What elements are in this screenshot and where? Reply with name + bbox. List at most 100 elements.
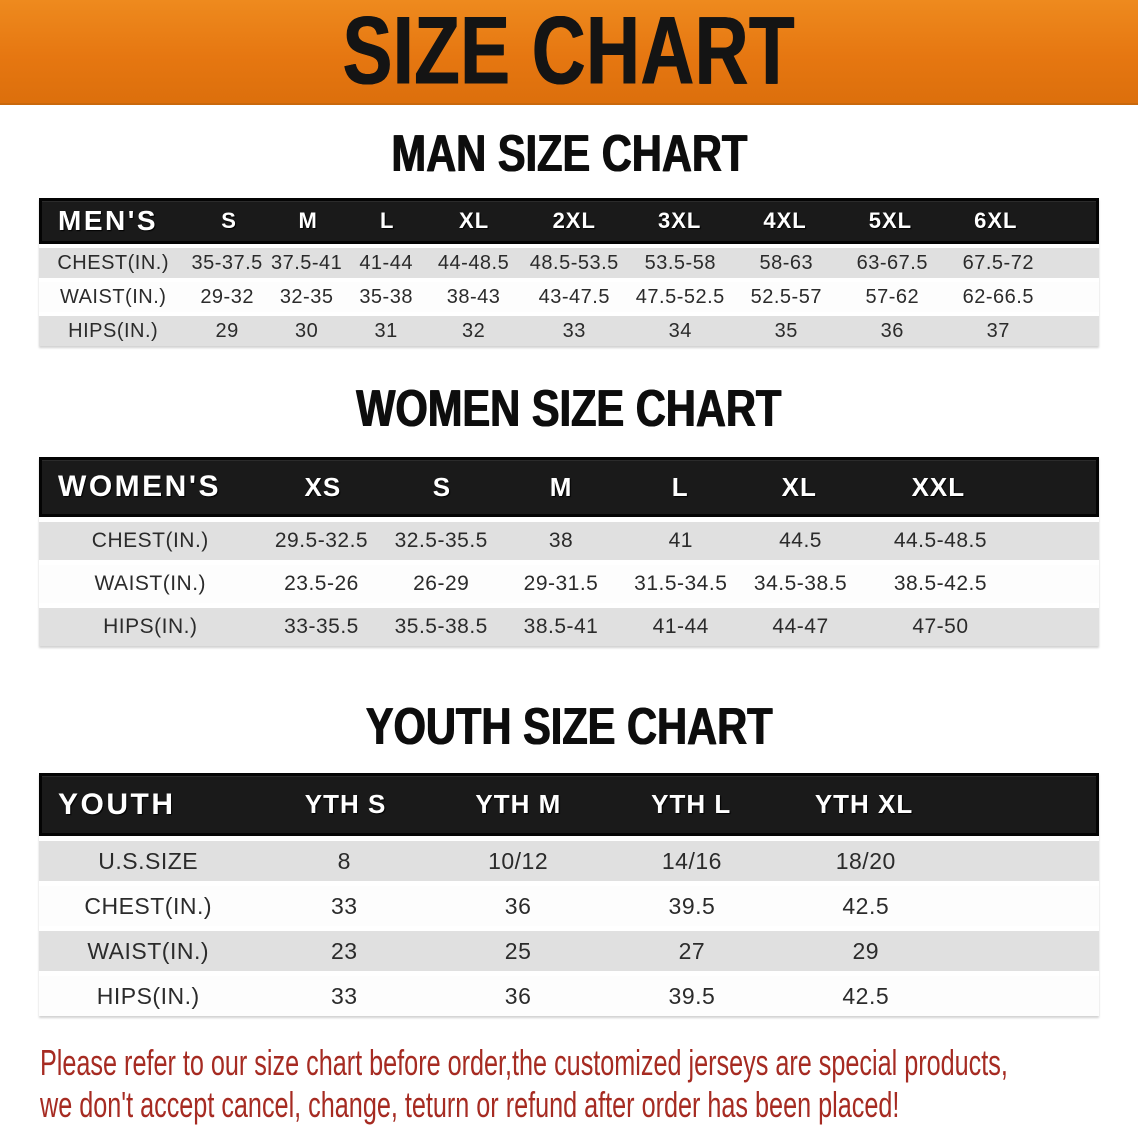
value-cell: 35.5-38.5 — [394, 615, 488, 638]
footer-line-2: we don't accept cancel, change, teturn o… — [40, 1084, 900, 1125]
value-cell: 29.5-32.5 — [274, 529, 369, 552]
value-cell: 43-47.5 — [538, 285, 610, 308]
size-column-header: 6XL — [974, 208, 1018, 233]
value-cell: 42.5 — [842, 982, 890, 1009]
table-corner-label: YOUTH — [58, 787, 176, 821]
value-cell: 44.5-48.5 — [893, 529, 988, 552]
row-label: HIPS(IN.) — [103, 615, 198, 638]
value-cell: 63-67.5 — [856, 251, 928, 274]
youth-size-section: YOUTH SIZE CHART YOUTH YTH S YTH M YTH L YTH… — [0, 700, 1138, 1016]
value-cell: 26-29 — [413, 572, 470, 595]
youth-size-table: YOUTH YTH S YTH M YTH L YTH XL U.S.SIZE 8 10/12… — [39, 773, 1099, 1016]
table-row: CHEST(IN.) 29.5-32.5 32.5-35.5 38 41 44.5 44.5… — [39, 522, 1099, 560]
value-cell: 14/16 — [661, 847, 722, 874]
value-cell: 29-32 — [200, 285, 254, 308]
row-label: CHEST(IN.) — [91, 529, 209, 552]
value-cell: 33 — [330, 892, 358, 919]
value-cell: 38-43 — [446, 285, 501, 308]
value-cell: 36 — [880, 319, 904, 342]
row-label: HIPS(IN.) — [96, 982, 200, 1009]
women-section-heading: WOMEN SIZE CHART — [356, 380, 782, 438]
table-header-row: WOMEN'S XS S M L XL XXL — [39, 457, 1099, 517]
footer-note: Please refer to our size chart before or… — [0, 1042, 1138, 1126]
value-cell: 23 — [330, 937, 358, 964]
table-row: WAIST(IN.) 29-32 32-35 35-38 38-43 43-47.5 47.… — [39, 282, 1099, 312]
value-cell: 44-47 — [772, 615, 829, 638]
value-cell: 8 — [337, 847, 351, 874]
size-column-header: XL — [781, 471, 817, 502]
value-cell: 34.5-38.5 — [753, 572, 848, 595]
table-corner-label: WOMEN'S — [58, 470, 221, 503]
row-label: CHEST(IN.) — [84, 892, 213, 919]
size-column-header: L — [671, 471, 689, 502]
size-column-header: XS — [304, 471, 342, 502]
size-column-header: 2XL — [552, 208, 596, 233]
value-cell: 35-38 — [359, 285, 413, 308]
size-column-header: 3XL — [657, 208, 702, 233]
value-cell: 34 — [668, 319, 692, 342]
value-cell: 25 — [504, 937, 532, 964]
size-column-header: XXL — [911, 471, 966, 502]
size-column-header: YTH S — [304, 789, 387, 819]
value-cell: 38.5-42.5 — [893, 572, 988, 595]
value-cell: 18/20 — [835, 847, 896, 874]
size-column-header: XL — [459, 208, 490, 233]
value-cell: 39.5 — [668, 892, 716, 919]
table-row: WAIST(IN.) 23 25 27 29 — [39, 931, 1099, 971]
value-cell: 42.5 — [842, 892, 890, 919]
men-section-heading: MAN SIZE CHART — [391, 125, 747, 183]
value-cell: 29 — [852, 937, 880, 964]
value-cell: 53.5-58 — [644, 251, 716, 274]
row-label: CHEST(IN.) — [57, 251, 170, 274]
value-cell: 47.5-52.5 — [635, 285, 725, 308]
value-cell: 33-35.5 — [284, 615, 359, 638]
row-label: WAIST(IN.) — [87, 937, 210, 964]
row-label: WAIST(IN.) — [94, 572, 207, 595]
size-column-header: 5XL — [868, 208, 913, 233]
value-cell: 10/12 — [488, 847, 549, 874]
youth-section-heading: YOUTH SIZE CHART — [365, 698, 773, 756]
value-cell: 33 — [562, 319, 586, 342]
table-row: HIPS(IN.) 33 36 39.5 42.5 — [39, 976, 1099, 1016]
size-column-header: 4XL — [763, 208, 807, 233]
table-row: WAIST(IN.) 23.5-26 26-29 29-31.5 31.5-34.5 34… — [39, 565, 1099, 603]
table-row: CHEST(IN.) 35-37.5 37.5-41 41-44 44-48.5 48.5… — [39, 248, 1099, 278]
value-cell: 29 — [215, 319, 239, 342]
value-cell: 41-44 — [652, 615, 709, 638]
value-cell: 32.5-35.5 — [394, 529, 488, 552]
value-cell: 35-37.5 — [191, 251, 263, 274]
size-column-header: S — [432, 471, 452, 502]
size-column-header: L — [379, 208, 395, 233]
value-cell: 30 — [295, 319, 319, 342]
table-row: HIPS(IN.) 33-35.5 35.5-38.5 38.5-41 41-44 44-… — [39, 608, 1099, 646]
value-cell: 29-31.5 — [523, 572, 599, 595]
size-column-header: YTH XL — [814, 789, 914, 819]
men-size-section: MAN SIZE CHART MEN'S S M L XL 2XL 3XL 4XL 5XL 6XL… — [0, 127, 1138, 346]
value-cell: 62-66.5 — [962, 285, 1034, 308]
women-size-table: WOMEN'S XS S M L XL XXL CHEST(IN.) 29.5-32.5 32.5… — [39, 457, 1099, 646]
value-cell: 47-50 — [912, 615, 969, 638]
footer-line-1: Please refer to our size chart before or… — [40, 1042, 1008, 1083]
value-cell: 52.5-57 — [750, 285, 822, 308]
value-cell: 35 — [774, 319, 798, 342]
table-corner-label: MEN'S — [58, 205, 159, 236]
value-cell: 48.5-53.5 — [529, 251, 619, 274]
value-cell: 36 — [504, 892, 532, 919]
table-header-row: YOUTH YTH S YTH M YTH L YTH XL — [39, 773, 1099, 836]
value-cell: 58-63 — [759, 251, 814, 274]
table-row: CHEST(IN.) 33 36 39.5 42.5 — [39, 886, 1099, 926]
value-cell: 32 — [461, 319, 486, 342]
value-cell: 36 — [504, 982, 532, 1009]
value-cell: 39.5 — [668, 982, 716, 1009]
value-cell: 32-35 — [279, 285, 334, 308]
value-cell: 67.5-72 — [962, 251, 1034, 274]
value-cell: 23.5-26 — [284, 572, 359, 595]
value-cell: 37.5-41 — [270, 251, 343, 274]
value-cell: 33 — [330, 982, 358, 1009]
size-column-header: M — [298, 208, 318, 233]
size-column-header: YTH M — [475, 789, 562, 819]
table-row: HIPS(IN.) 29 30 31 32 33 34 35 36 37 — [39, 316, 1099, 346]
size-column-header: YTH L — [651, 789, 732, 819]
size-column-header: S — [221, 208, 237, 233]
